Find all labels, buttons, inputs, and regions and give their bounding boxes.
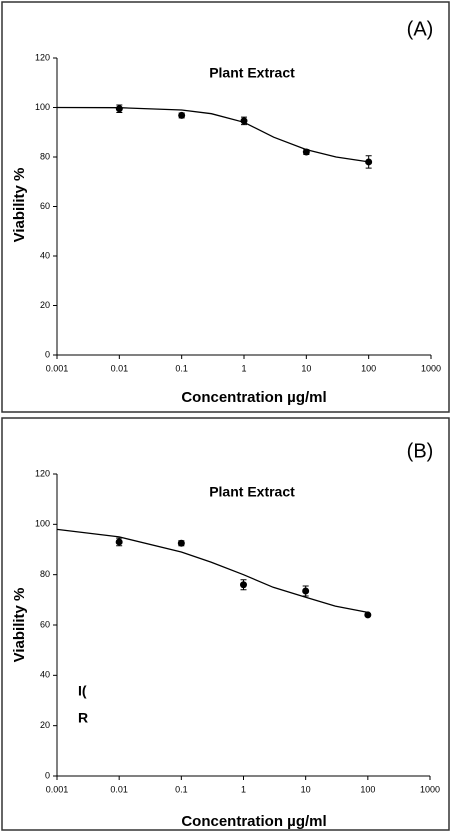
data-point xyxy=(177,539,185,547)
chart-title: Plant Extract xyxy=(209,65,295,81)
x-tick-label: 1000 xyxy=(420,784,440,794)
fit-curve xyxy=(56,528,368,614)
y-tick-label: 40 xyxy=(40,250,50,260)
x-tick-label: 100 xyxy=(360,784,375,794)
data-point xyxy=(302,148,310,156)
data-point xyxy=(240,117,248,125)
x-tick-label: 1 xyxy=(241,363,246,373)
panel-frame xyxy=(1,417,450,831)
x-tick-label: 0.001 xyxy=(46,363,69,373)
y-tick-label: 80 xyxy=(40,151,50,161)
data-point xyxy=(115,538,123,546)
y-tick-label: 40 xyxy=(40,670,50,680)
y-tick-label: 60 xyxy=(40,201,50,211)
y-tick-label: 20 xyxy=(40,300,50,310)
data-point xyxy=(178,111,186,119)
data-point xyxy=(115,105,123,113)
y-axis-label: Viability % xyxy=(11,588,28,663)
panel-label: (B) xyxy=(407,440,434,462)
y-tick-label: 20 xyxy=(40,720,50,730)
x-tick-label: 0.001 xyxy=(46,784,69,794)
y-tick-label: 0 xyxy=(45,770,50,780)
x-tick-label: 0.1 xyxy=(175,363,188,373)
y-tick-label: 100 xyxy=(35,519,50,529)
data-point xyxy=(240,581,247,589)
panel-label: (A) xyxy=(407,18,434,40)
y-tick-label: 120 xyxy=(35,468,50,478)
x-tick-label: 1 xyxy=(241,784,246,794)
annotation: I( xyxy=(78,683,87,699)
fit-curve xyxy=(56,106,369,163)
panel-frame xyxy=(1,1,450,413)
x-tick-label: 10 xyxy=(301,363,311,373)
x-tick-label: 100 xyxy=(361,363,376,373)
chart-title: Plant Extract xyxy=(209,484,295,500)
x-axis-label: Concentration µg/ml xyxy=(181,389,326,406)
y-tick-label: 120 xyxy=(35,52,50,62)
y-tick-label: 60 xyxy=(40,619,50,629)
y-axis-label: Viability % xyxy=(11,168,28,243)
y-tick-label: 100 xyxy=(35,102,50,112)
data-point xyxy=(302,587,310,595)
y-tick-label: 0 xyxy=(45,349,50,359)
y-tick-label: 80 xyxy=(40,569,50,579)
data-point xyxy=(365,158,373,166)
x-tick-label: 1000 xyxy=(421,363,441,373)
x-tick-label: 10 xyxy=(301,784,311,794)
x-tick-label: 0.01 xyxy=(111,363,129,373)
annotation: R xyxy=(78,710,88,726)
x-tick-label: 0.1 xyxy=(175,784,188,794)
x-tick-label: 0.01 xyxy=(110,784,128,794)
x-axis-label: Concentration µg/ml xyxy=(181,813,326,830)
data-point xyxy=(364,611,372,619)
